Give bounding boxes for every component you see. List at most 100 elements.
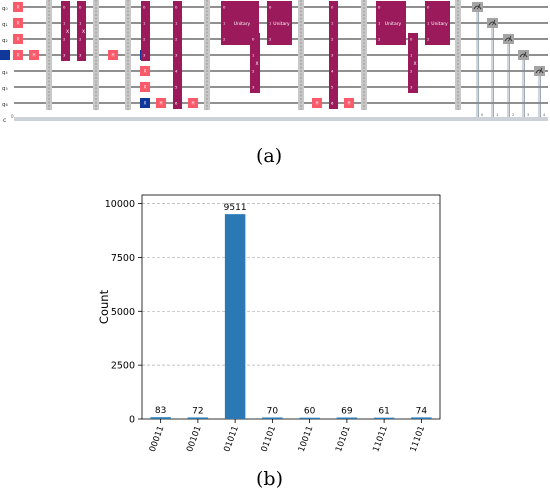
single-qubit-gate — [140, 66, 150, 76]
bar-value-label: 9511 — [224, 203, 247, 213]
bar — [187, 417, 209, 419]
gate-qubit-index: 6 — [331, 101, 334, 106]
bar-value-label: 83 — [155, 406, 166, 416]
meter-needle — [492, 19, 496, 26]
meter-icon — [473, 5, 482, 10]
measurement-gate — [472, 2, 483, 12]
gate-qubit-index: 2 — [175, 37, 178, 42]
gate-label: X — [17, 37, 20, 42]
barrier — [298, 0, 304, 110]
gate-qubit-index: 3 — [410, 85, 413, 90]
measurement-gate — [487, 18, 498, 28]
gate-label: H — [347, 101, 350, 106]
gate-label: X — [144, 85, 147, 90]
gate-qubit-index: 0 — [63, 5, 66, 10]
gate-qubit-index: 0 — [223, 5, 226, 10]
gate-qubit-index: 4 — [175, 69, 178, 74]
gate-qubit-index: 1 — [427, 21, 430, 26]
gate-qubit-index: 2 — [269, 37, 272, 42]
gate-qubit-index: 1 — [63, 21, 66, 26]
gate-label: Unitary — [385, 21, 402, 27]
meter-needle — [523, 51, 527, 58]
gate-qubit-index: 3 — [79, 53, 82, 58]
multi-qubit-gate — [250, 33, 260, 93]
gate-label: Unitary — [273, 21, 290, 27]
measurement-histogram: 0 2500 5000 7500 10000 Count 83 00011 72 00101 951… — [97, 194, 441, 454]
gate-qubit-index: 5 — [331, 85, 334, 90]
single-qubit-gate — [140, 98, 150, 108]
meter-icon — [535, 69, 544, 74]
gate-qubit-index: 3 — [175, 53, 178, 58]
x-tick-label: 11011 — [371, 425, 390, 454]
y-tick-label: 10000 — [105, 199, 135, 210]
gate-qubit-index: 2 — [410, 69, 413, 74]
barrier — [455, 0, 461, 110]
gate-qubit-index: 5 — [175, 85, 178, 90]
gate-qubit-index: 2 — [143, 37, 146, 42]
gate-qubit-index: 2 — [63, 37, 66, 42]
bar — [373, 417, 395, 419]
single-qubit-gate — [312, 98, 322, 108]
gate-label: X — [255, 61, 258, 67]
bar — [150, 417, 171, 419]
classical-register-label: c — [3, 117, 6, 124]
phase-gate — [0, 50, 10, 60]
gate-label: H — [315, 101, 318, 106]
multi-qubit-gate — [173, 1, 182, 109]
gate-label: H — [191, 101, 194, 106]
gate-qubit-index: 0 — [175, 5, 178, 10]
single-qubit-gate — [156, 98, 166, 108]
multi-qubit-gate — [425, 1, 450, 45]
bar — [299, 417, 320, 419]
plot-frame — [141, 194, 441, 420]
gate-qubit-index: 1 — [269, 21, 272, 26]
qubit-label: q₆ — [2, 102, 8, 108]
x-tick-label: 10011 — [297, 425, 316, 454]
gate-qubit-index: 2 — [378, 37, 381, 42]
meter-needle — [539, 67, 543, 74]
gate-qubit-index: 1 — [410, 53, 413, 58]
gate-label: X — [66, 29, 69, 35]
barrier — [361, 0, 367, 110]
gate-qubit-index: 1 — [252, 53, 255, 58]
gate-qubit-index: 2 — [331, 37, 334, 42]
y-tick-label: 7500 — [111, 253, 135, 264]
gate-qubit-index: 2 — [79, 37, 82, 42]
bar-value-label: 70 — [267, 406, 279, 416]
single-qubit-gate — [13, 34, 23, 44]
bar — [224, 214, 246, 419]
single-qubit-gate — [108, 50, 118, 60]
gate-label: X — [82, 29, 85, 35]
multi-qubit-gate — [267, 1, 292, 45]
gate-label: X — [413, 61, 416, 67]
multi-qubit-gate — [376, 1, 406, 45]
barrier — [93, 0, 99, 110]
panel-b-caption: (b) — [256, 468, 283, 490]
bar — [336, 417, 358, 419]
qubit-label: q₂ — [2, 38, 8, 44]
single-qubit-gate — [344, 98, 354, 108]
gate-label: Unitary — [431, 21, 448, 27]
y-tick-label: 0 — [129, 415, 135, 426]
multi-qubit-gate — [408, 33, 418, 93]
meter-icon — [504, 37, 513, 42]
gate-qubit-index: 0 — [427, 5, 430, 10]
x-tick-label: 00011 — [148, 425, 167, 454]
y-axis-label: Count — [97, 289, 111, 324]
gate-label: H — [32, 53, 35, 58]
y-tick-label: 2500 — [111, 361, 135, 372]
gate-qubit-index: 6 — [175, 101, 178, 106]
gate-qubit-index: 2 — [223, 37, 226, 42]
measure-bit-index: 4 — [543, 113, 546, 117]
qubit-label: q₄ — [2, 70, 8, 76]
x-tick-label: 01101 — [260, 425, 279, 454]
gate-label: X — [144, 101, 147, 106]
gate-qubit-index: 3 — [331, 53, 334, 58]
gate-qubit-index: 1 — [378, 21, 381, 26]
multi-qubit-gate — [61, 1, 70, 61]
gate-qubit-index: 4 — [331, 69, 334, 74]
gate-qubit-index: 1 — [143, 21, 146, 26]
multi-qubit-gate — [141, 1, 150, 61]
x-tick-label: 11101 — [409, 425, 428, 454]
meter-needle — [477, 3, 481, 10]
